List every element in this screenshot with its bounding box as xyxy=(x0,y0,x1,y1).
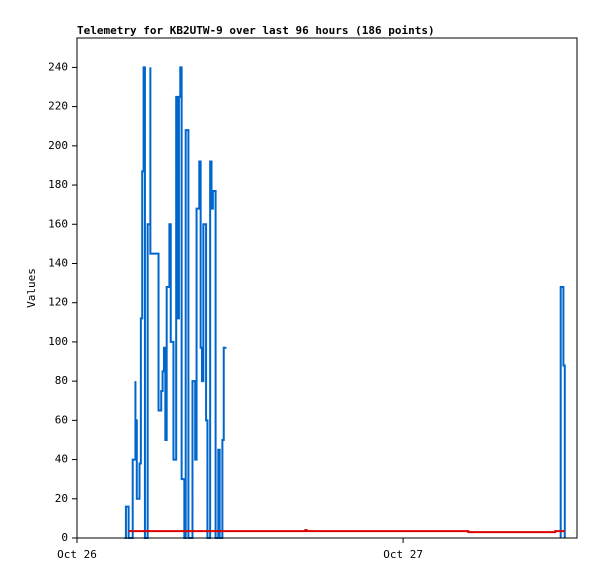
y-tick-label: 180 xyxy=(48,178,68,191)
data-line xyxy=(128,529,565,534)
y-tick-label: 0 xyxy=(61,531,68,544)
x-tick-label: Oct 26 xyxy=(57,548,97,561)
x-tick-label: Oct 27 xyxy=(383,548,423,561)
y-tick-label: 20 xyxy=(55,492,68,505)
y-tick-label: 200 xyxy=(48,139,68,152)
y-tick-label: 220 xyxy=(48,100,68,113)
y-tick-label: 240 xyxy=(48,60,68,73)
y-axis-label: Values xyxy=(25,268,38,308)
y-tick-label: 80 xyxy=(55,374,68,387)
y-tick-label: 160 xyxy=(48,217,68,230)
y-tick-label: 40 xyxy=(55,453,68,466)
y-tick-label: 120 xyxy=(48,296,68,309)
data-line xyxy=(124,66,566,539)
y-tick-label: 60 xyxy=(55,413,68,426)
plot-frame xyxy=(76,37,578,539)
y-tick-label: 100 xyxy=(48,335,68,348)
chart-title: Telemetry for KB2UTW-9 over last 96 hour… xyxy=(77,24,435,37)
y-tick-label: 140 xyxy=(48,256,68,269)
